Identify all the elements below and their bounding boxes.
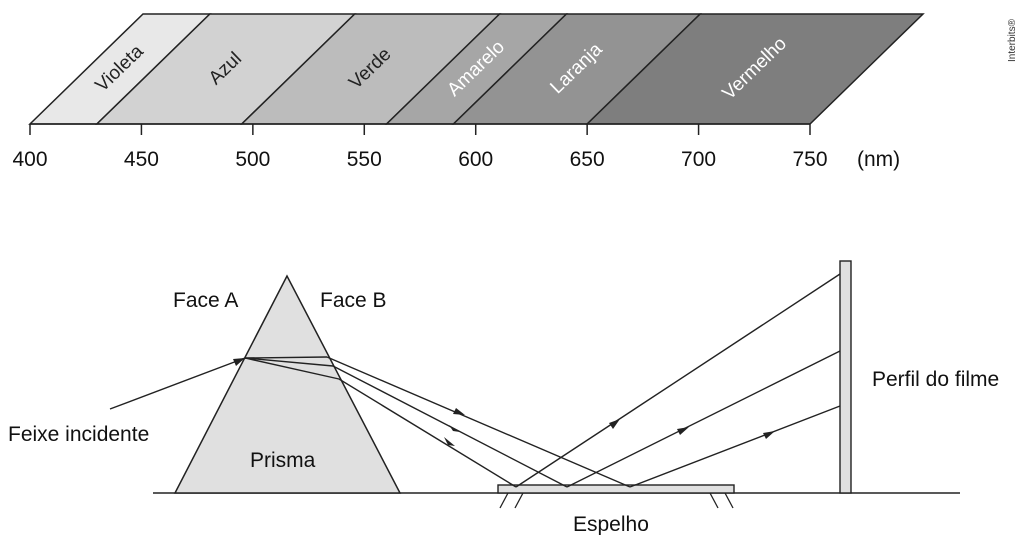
reflected-ray-1 xyxy=(515,273,841,488)
mirror xyxy=(497,484,735,494)
incident-beam-label: Feixe incidente xyxy=(8,423,149,446)
mirror-stand-left-1 xyxy=(499,492,509,509)
prism-label: Prisma xyxy=(250,449,316,472)
ray-exit-3 xyxy=(338,378,517,488)
tick-label-400: 400 xyxy=(12,148,47,171)
visible-spectrum-bar: Violeta Azul Verde Amarelo Laranja Vermelho 4… xyxy=(12,13,925,171)
tick-label-700: 700 xyxy=(681,148,716,171)
mirror-label: Espelho xyxy=(573,513,649,535)
mirror-stand-right-2 xyxy=(724,492,734,509)
arrowhead-reflect-1 xyxy=(609,419,620,429)
arrowhead-reflect-3 xyxy=(763,431,775,439)
reflected-ray-3 xyxy=(629,405,841,488)
tick-label-500: 500 xyxy=(235,148,270,171)
tick-label-650: 650 xyxy=(570,148,605,171)
prism-diagram: Face A Face B Prisma Feixe incidente Per… xyxy=(8,260,999,535)
arrowhead-reflect-2 xyxy=(677,427,689,435)
tick-label-550: 550 xyxy=(347,148,382,171)
face-a-label: Face A xyxy=(173,289,238,312)
ray-arrowheads xyxy=(233,358,775,446)
tick-label-750: 750 xyxy=(792,148,827,171)
ray-inside-prism-1 xyxy=(244,356,328,359)
tick-label-450: 450 xyxy=(124,148,159,171)
mirror-stand-left-2 xyxy=(514,492,524,509)
ray-inside-prism-3 xyxy=(244,357,340,380)
arrowhead-exit-3 xyxy=(444,437,455,446)
reflected-ray-2 xyxy=(566,350,841,488)
arrowhead-incident xyxy=(233,358,245,366)
face-b-label: Face B xyxy=(320,289,387,312)
tick-label-600: 600 xyxy=(458,148,493,171)
spectrum-bands: Violeta Azul Verde Amarelo Laranja Vermelho xyxy=(28,13,925,125)
arrowhead-exit-1 xyxy=(453,408,465,415)
film-profile-label: Perfil do filme xyxy=(872,368,999,391)
axis-unit: (nm) xyxy=(857,148,900,171)
wavelength-ticks: 400 450 500 550 600 650 700 750 xyxy=(12,124,828,171)
prism xyxy=(173,274,402,494)
arrowhead-exit-2 xyxy=(449,425,460,432)
mirror-stand-right-1 xyxy=(709,492,719,509)
film-profile xyxy=(839,260,852,494)
ray-exit-1 xyxy=(326,356,631,488)
credit-watermark: Interbits® xyxy=(1007,18,1018,62)
ray-inside-prism-2 xyxy=(244,357,334,367)
incident-ray xyxy=(109,357,246,410)
